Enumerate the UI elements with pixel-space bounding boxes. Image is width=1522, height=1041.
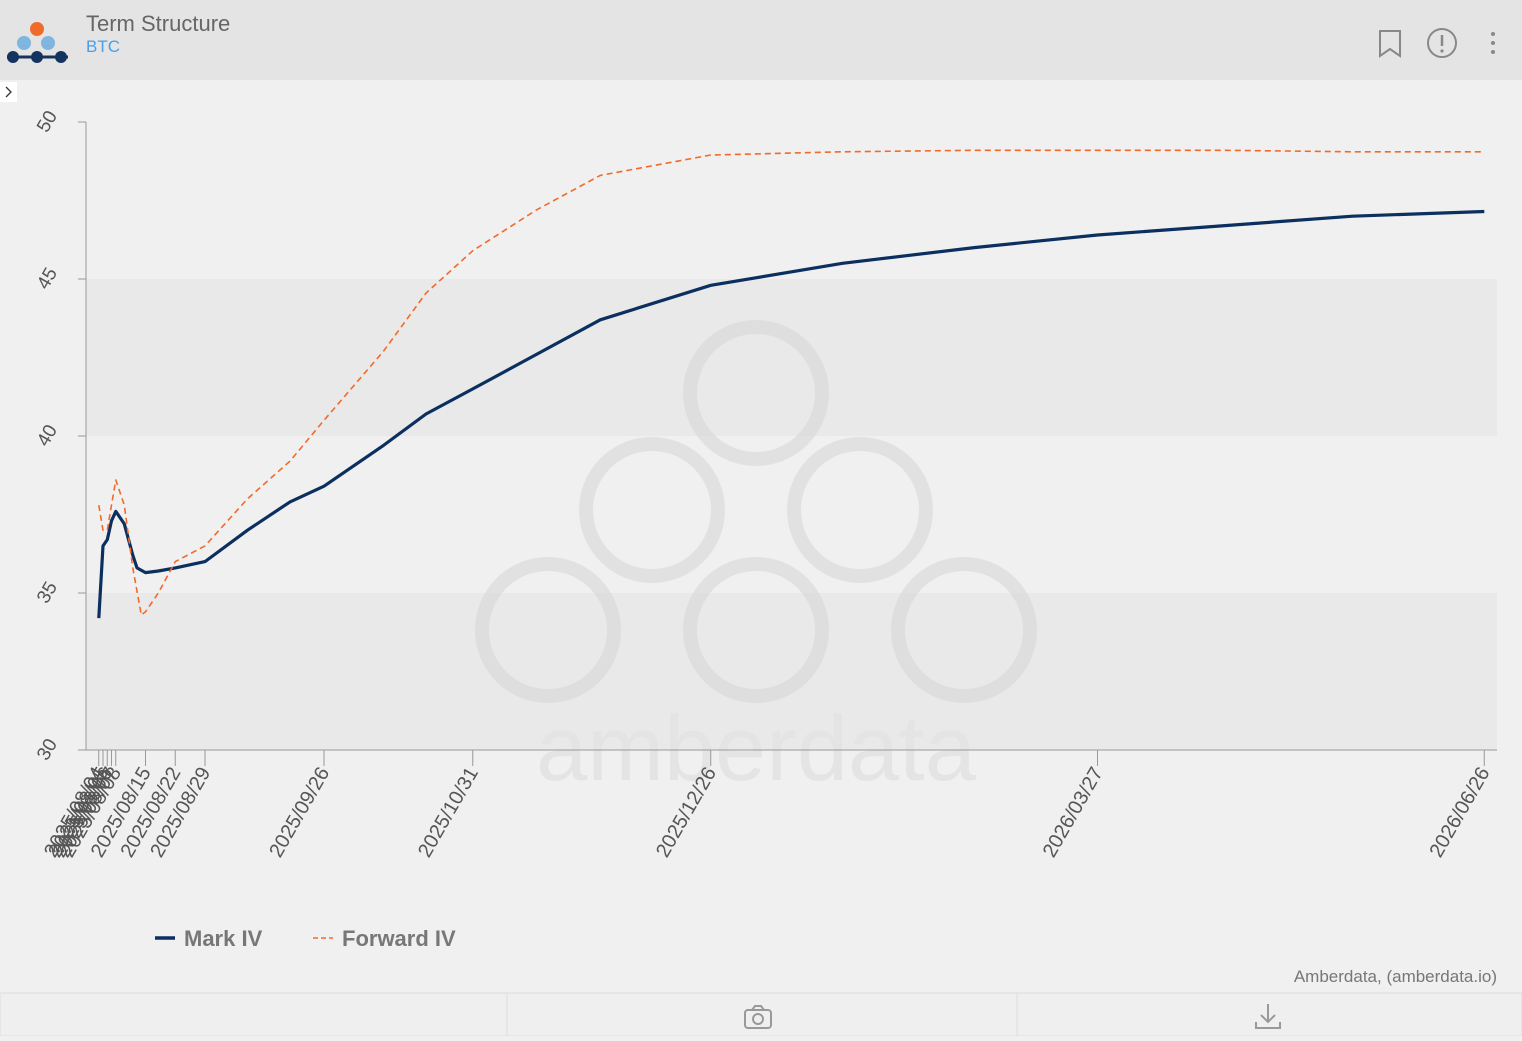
y-tick-label: 40 <box>33 421 62 450</box>
header-bar <box>0 0 1522 80</box>
sidebar-toggle[interactable] <box>0 82 17 102</box>
download-button[interactable] <box>1255 1004 1281 1029</box>
watermark-logo <box>475 320 1037 703</box>
menu-button[interactable] <box>1491 32 1495 54</box>
plot-band <box>86 279 1497 436</box>
bookmark-button[interactable] <box>1379 30 1401 58</box>
y-tick-label: 45 <box>33 264 62 293</box>
series-line <box>98 149 1485 616</box>
camera-button[interactable] <box>744 1005 772 1029</box>
widget-title: Term Structure <box>86 11 230 36</box>
x-tick-label: 2026/06/26 <box>1425 764 1494 862</box>
logo <box>7 22 68 63</box>
x-tick-label: 2025/10/31 <box>414 764 483 862</box>
y-tick-label: 35 <box>33 578 62 607</box>
legend-label: Mark IV <box>184 926 263 951</box>
x-tick-label: 2025/09/26 <box>265 764 334 862</box>
legend-label: Forward IV <box>342 926 456 951</box>
plot-band <box>86 593 1497 750</box>
y-tick-label: 30 <box>33 735 62 764</box>
x-tick-label: 2026/03/27 <box>1039 764 1108 862</box>
y-tick-label: 50 <box>33 107 62 136</box>
info-button[interactable] <box>1427 28 1457 58</box>
watermark: amberdata <box>536 698 977 800</box>
widget-subtitle: BTC <box>86 37 120 56</box>
credit: Amberdata, (amberdata.io) <box>1294 967 1497 986</box>
series-line <box>97 209 1485 619</box>
